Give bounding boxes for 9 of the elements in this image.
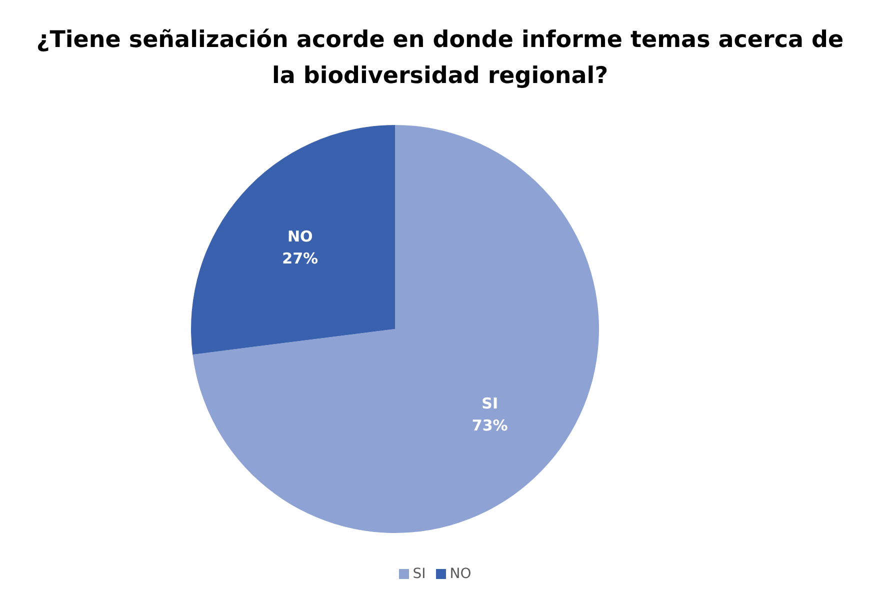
slice-label: SI <box>482 394 498 413</box>
legend-label: SI <box>412 566 426 582</box>
legend-label: NO <box>450 566 472 582</box>
pie-slice <box>191 125 395 355</box>
data-label: 27% <box>282 249 318 268</box>
slice-label: NO <box>287 227 313 246</box>
chart-title: ¿Tiene señalización acorde en donde informe temas acerca de la biodiversidad regional? <box>35 26 845 91</box>
data-label: 73% <box>472 416 508 435</box>
pie-slice <box>192 125 599 533</box>
